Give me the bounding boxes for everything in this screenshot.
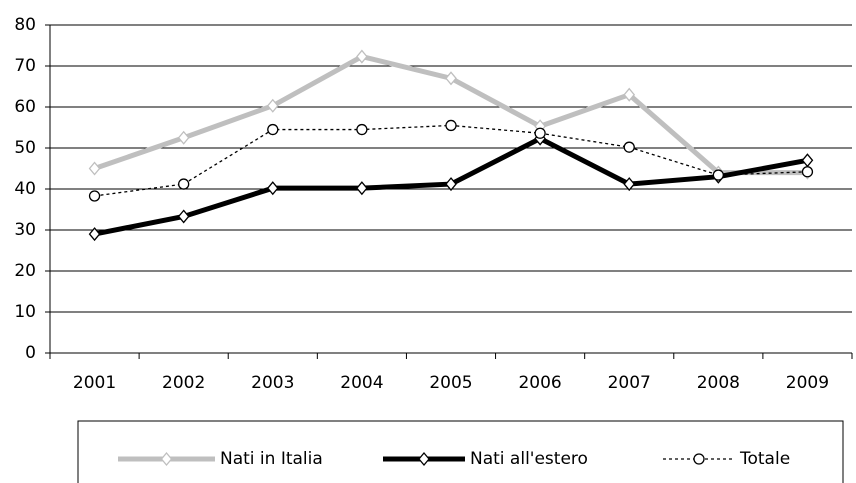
data-point bbox=[178, 178, 190, 190]
data-point bbox=[356, 49, 368, 64]
legend-label: Totale bbox=[739, 449, 790, 469]
x-tick-label: 2006 bbox=[518, 373, 561, 393]
x-tick-label: 2008 bbox=[697, 373, 740, 393]
data-point bbox=[88, 161, 101, 176]
data-point bbox=[177, 209, 190, 224]
data-point bbox=[356, 123, 368, 136]
y-tick-label: 30 bbox=[14, 220, 36, 240]
y-tick-label: 70 bbox=[14, 56, 36, 76]
data-point bbox=[356, 181, 368, 196]
y-tick-label: 60 bbox=[14, 97, 36, 117]
data-point bbox=[445, 71, 457, 86]
y-tick-label: 80 bbox=[14, 15, 36, 35]
data-point bbox=[266, 98, 279, 113]
data-point bbox=[88, 227, 101, 242]
y-tick-label: 20 bbox=[14, 261, 36, 281]
x-tick-label: 2007 bbox=[608, 373, 651, 393]
x-tick-label: 2005 bbox=[429, 373, 472, 393]
y-tick-label: 10 bbox=[14, 302, 36, 322]
legend-label: Nati in Italia bbox=[220, 449, 323, 469]
data-point bbox=[177, 130, 190, 145]
data-point bbox=[623, 141, 635, 153]
data-point bbox=[266, 181, 279, 196]
data-point bbox=[623, 87, 636, 102]
data-point bbox=[534, 127, 546, 139]
x-tick-label: 2009 bbox=[786, 373, 829, 393]
data-point bbox=[445, 119, 457, 132]
data-point bbox=[712, 169, 724, 181]
legend-marker bbox=[693, 453, 705, 465]
data-point bbox=[801, 153, 814, 168]
y-tick-label: 40 bbox=[14, 179, 36, 199]
data-point bbox=[801, 166, 814, 178]
data-point bbox=[267, 123, 279, 136]
legend-label: Nati all'estero bbox=[470, 449, 588, 469]
data-point bbox=[445, 177, 457, 192]
x-tick-label: 2003 bbox=[251, 373, 294, 393]
x-tick-label: 2002 bbox=[162, 373, 205, 393]
y-tick-label: 0 bbox=[25, 343, 36, 363]
data-point bbox=[88, 190, 101, 202]
legend-marker bbox=[160, 451, 173, 467]
data-point bbox=[623, 177, 636, 192]
legend-box bbox=[77, 420, 844, 483]
x-tick-label: 2004 bbox=[340, 373, 383, 393]
x-tick-label: 2001 bbox=[73, 373, 116, 393]
legend-marker bbox=[418, 451, 430, 467]
y-tick-label: 50 bbox=[14, 138, 36, 158]
